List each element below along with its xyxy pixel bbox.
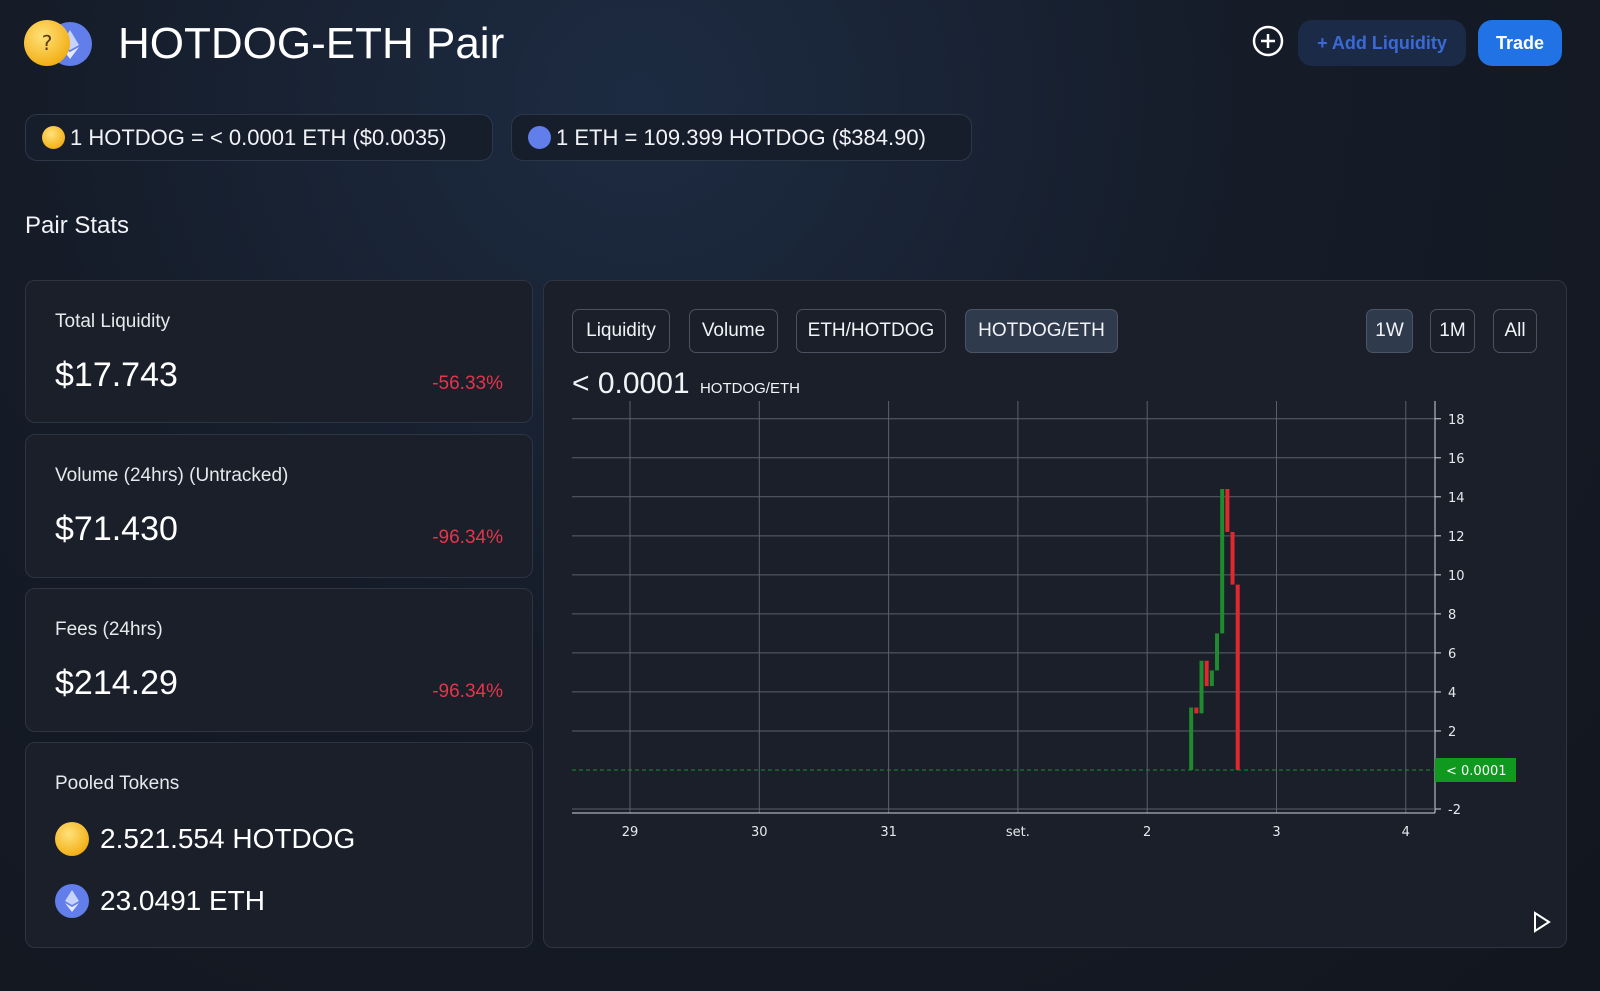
stat-card-volume: Volume (24hrs) (Untracked) $71.430 -96.3… xyxy=(25,434,533,578)
stat-value: $71.430 xyxy=(55,510,178,548)
tab-volume[interactable]: Volume xyxy=(689,309,778,353)
y-tick-label: 18 xyxy=(1448,413,1465,428)
stat-card-total-liquidity: Total Liquidity $17.743 -56.33% xyxy=(25,280,533,423)
tab-eth-hotdog[interactable]: ETH/HOTDOG xyxy=(796,309,946,353)
eth-icon xyxy=(55,884,89,918)
play-icon[interactable] xyxy=(1532,911,1552,933)
eth-hotdog-rate[interactable]: 1 ETH = 109.399 HOTDOG ($384.90) xyxy=(511,114,972,161)
y-tick-label: 12 xyxy=(1448,530,1465,545)
candlestick-chart[interactable]: -2 2 4 6 8 10 12 14 16 18 29 30 31 set. 2 3 4 < 0.0001 xyxy=(544,281,1566,947)
x-tick-label: 3 xyxy=(1272,825,1280,840)
page-header: ? HOTDOG-ETH Pair + Add Liquidity Trade xyxy=(24,18,1576,74)
thinking-face-icon xyxy=(42,126,65,149)
chart-panel: Liquidity Volume ETH/HOTDOG HOTDOG/ETH 1… xyxy=(543,280,1567,948)
y-tick-label: 10 xyxy=(1448,569,1465,584)
y-tick-label: -2 xyxy=(1448,803,1461,818)
range-1m-button[interactable]: 1M xyxy=(1430,309,1475,353)
stat-change: -96.34% xyxy=(432,527,503,548)
x-tick-label: set. xyxy=(1006,825,1030,840)
x-tick-label: 4 xyxy=(1402,825,1410,840)
y-tick-label: 8 xyxy=(1448,608,1456,623)
price-tag-label: < 0.0001 xyxy=(1446,764,1507,779)
candle xyxy=(1220,489,1225,634)
pair-logos: ? xyxy=(24,20,96,68)
tab-hotdog-eth[interactable]: HOTDOG/ETH xyxy=(965,309,1118,353)
stat-value: $214.29 xyxy=(55,664,178,702)
x-tick-label: 2 xyxy=(1143,825,1151,840)
eth-icon xyxy=(528,126,551,149)
x-tick-label: 30 xyxy=(751,825,768,840)
range-1w-button[interactable]: 1W xyxy=(1366,309,1413,353)
y-tick-label: 16 xyxy=(1448,452,1465,467)
candle xyxy=(1204,660,1209,687)
stat-value: $17.743 xyxy=(55,356,178,394)
rate-text: 1 HOTDOG = < 0.0001 ETH ($0.0035) xyxy=(70,125,447,150)
candle xyxy=(1225,489,1230,532)
stat-change: -56.33% xyxy=(432,373,503,394)
stat-label: Volume (24hrs) (Untracked) xyxy=(55,465,289,486)
candle xyxy=(1209,670,1214,687)
pooled-token-amount: 23.0491 ETH xyxy=(100,885,265,916)
thinking-face-icon: ? xyxy=(24,20,70,66)
candle xyxy=(1189,707,1194,770)
candle xyxy=(1230,531,1235,585)
price-tag xyxy=(1435,757,1516,782)
trade-button[interactable]: Trade xyxy=(1478,20,1562,66)
y-tick-label: 14 xyxy=(1448,491,1465,506)
y-tick-label: 6 xyxy=(1448,647,1456,662)
thinking-face-icon xyxy=(55,822,89,856)
stat-label: Fees (24hrs) xyxy=(55,619,163,640)
x-tick-label: 31 xyxy=(880,825,897,840)
stat-card-fees: Fees (24hrs) $214.29 -96.34% xyxy=(25,588,533,732)
candle xyxy=(1235,584,1240,770)
candle xyxy=(1215,633,1220,671)
range-all-button[interactable]: All xyxy=(1493,309,1537,353)
y-tick-label: 2 xyxy=(1448,725,1456,740)
page-title: HOTDOG-ETH Pair xyxy=(118,19,505,68)
hotdog-eth-rate[interactable]: 1 HOTDOG = < 0.0001 ETH ($0.0035) xyxy=(25,114,493,161)
stat-card-pooled-tokens: Pooled Tokens 2.521.554 HOTDOG 23.0491 E… xyxy=(25,742,533,948)
stat-change: -96.34% xyxy=(432,681,503,702)
y-tick-label: 4 xyxy=(1448,686,1456,701)
chart-price-value: < 0.0001 xyxy=(572,367,690,400)
pooled-token-amount: 2.521.554 HOTDOG xyxy=(100,823,356,854)
stat-label: Total Liquidity xyxy=(55,311,171,332)
stat-label: Pooled Tokens xyxy=(55,773,180,794)
candle xyxy=(1194,707,1199,714)
tab-liquidity[interactable]: Liquidity xyxy=(572,309,670,353)
candle xyxy=(1199,660,1204,714)
rate-text: 1 ETH = 109.399 HOTDOG ($384.90) xyxy=(556,125,926,150)
chart-price-unit: HOTDOG/ETH xyxy=(699,380,800,397)
section-title: Pair Stats xyxy=(25,212,130,239)
add-liquidity-button[interactable]: + Add Liquidity xyxy=(1298,20,1466,66)
x-tick-label: 29 xyxy=(622,825,639,840)
add-circle-icon[interactable] xyxy=(1251,24,1285,58)
chart-current-price: < 0.0001 HOTDOG/ETH xyxy=(572,367,800,401)
